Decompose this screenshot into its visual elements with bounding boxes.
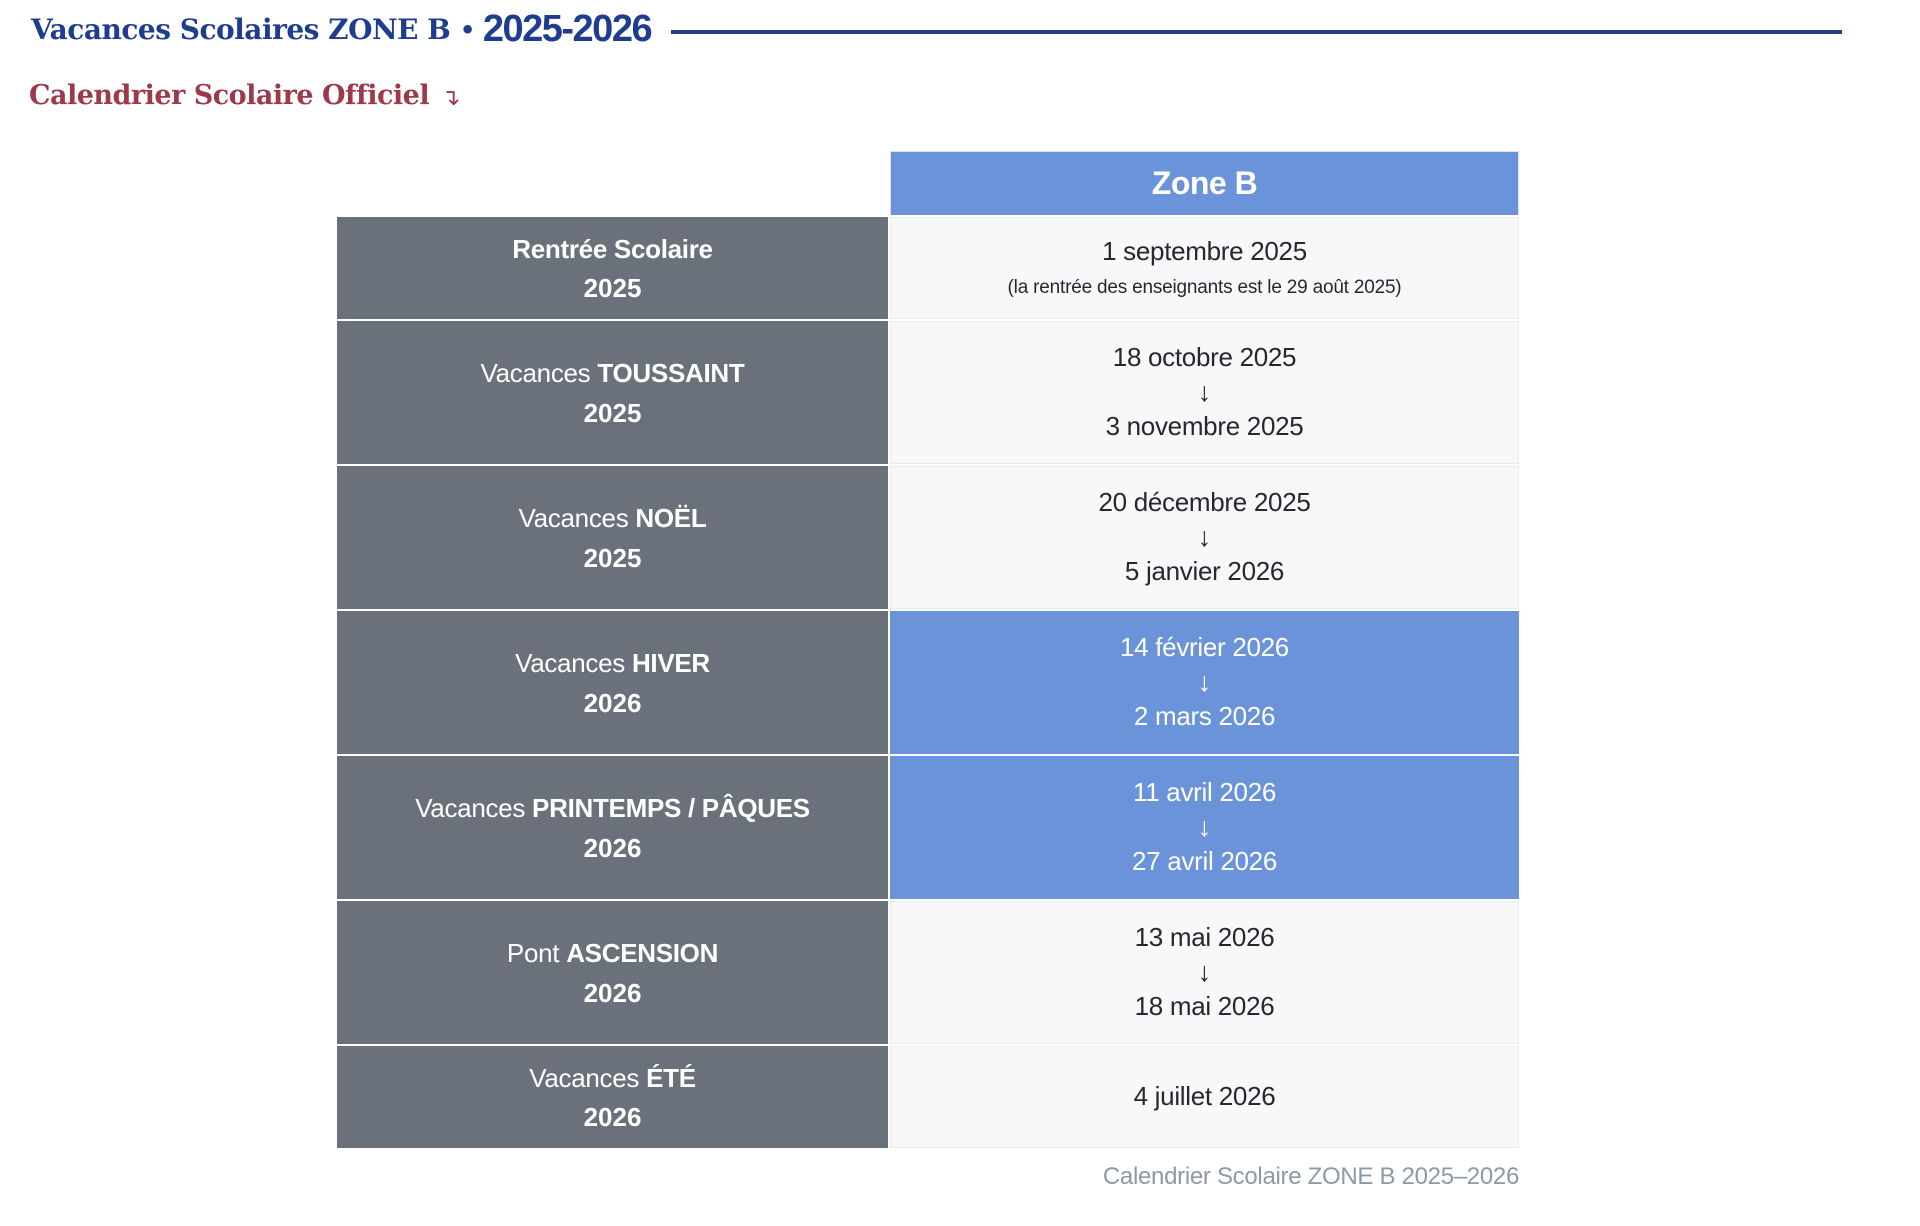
date-value: 18 octobre 2025: [1112, 342, 1297, 373]
row-label-prefix: Pont: [506, 938, 560, 969]
down-arrow-icon: ↓: [1197, 377, 1212, 408]
row-label-prefix: Vacances: [529, 1062, 640, 1093]
row-label-cell: Pont ASCENSION 2026: [337, 901, 888, 1044]
row-label-line: Pont ASCENSION: [507, 939, 718, 968]
page-title: Vacances Scolaires ZONE B: [31, 13, 451, 46]
table-row: Rentrée Scolaire 2025 1 septembre 2025 (la …: [337, 217, 1519, 319]
row-label-name: NOËL: [635, 503, 707, 534]
row-label-prefix: Vacances: [415, 793, 526, 824]
date-value: 13 mai 2026: [1134, 922, 1275, 953]
row-label-line: Vacances PRINTEMPS / PÂQUES: [415, 794, 810, 823]
row-label-cell: Rentrée Scolaire 2025: [337, 217, 888, 319]
table-row: Vacances TOUSSAINT 2025 18 octobre 2025 ↓ 3 n…: [337, 321, 1519, 464]
row-label-line: Vacances NOËL: [519, 504, 707, 533]
row-label-year: 2026: [583, 832, 642, 863]
page-header: Vacances Scolaires ZONE B • 2025-2026: [31, 8, 1842, 51]
date-value: 27 avril 2026: [1132, 845, 1277, 876]
row-label-year: 2025: [583, 273, 642, 304]
row-label-year: 2025: [583, 397, 642, 428]
table-row: Vacances PRINTEMPS / PÂQUES 2026 11 avril 2…: [337, 756, 1519, 899]
row-label-year: 2026: [583, 977, 642, 1008]
date-value: 5 janvier 2026: [1124, 555, 1285, 586]
row-dates-cell: 4 juillet 2026: [890, 1046, 1519, 1148]
official-calendar-link[interactable]: Calendrier Scolaire Officiel ↴: [29, 80, 460, 111]
title-bullet-separator: •: [462, 12, 473, 46]
table-caption: Calendrier Scolaire ZONE B 2025–2026: [1102, 1163, 1519, 1190]
row-label-cell: Vacances NOËL 2025: [337, 466, 888, 609]
date-note: (la rentrée des enseignants est le 29 ao…: [1007, 276, 1402, 298]
table-header-row: Zone B: [337, 151, 1519, 215]
date-value: 1 septembre 2025: [1102, 236, 1307, 267]
row-label-cell: Vacances PRINTEMPS / PÂQUES 2026: [337, 756, 888, 899]
row-label-prefix: Vacances: [515, 648, 625, 679]
row-label-name: ÉTÉ: [646, 1062, 696, 1093]
down-arrow-icon: ↓: [1197, 957, 1212, 988]
table-row: Vacances HIVER 2026 14 février 2026 ↓ 2 mars …: [337, 611, 1519, 754]
date-value: 4 juillet 2026: [1133, 1081, 1276, 1112]
row-label-line: Vacances TOUSSAINT: [481, 359, 745, 388]
page-title-years: 2025-2026: [482, 8, 653, 50]
calendar-table: Zone B Rentrée Scolaire 2025 1 septembre 2…: [337, 151, 1519, 1148]
row-label-line: Vacances ÉTÉ: [529, 1062, 696, 1093]
row-dates-cell: 20 décembre 2025 ↓ 5 janvier 2026: [890, 466, 1519, 609]
row-label-prefix: Vacances: [480, 358, 591, 389]
row-label-line: Vacances HIVER: [515, 649, 710, 678]
row-label-name: ASCENSION: [566, 938, 719, 969]
title-rule-divider: [671, 29, 1842, 34]
official-calendar-link-label: Calendrier Scolaire Officiel: [29, 80, 430, 111]
row-label-name: PRINTEMPS / PÂQUES: [532, 793, 810, 824]
down-arrow-icon: ↓: [1197, 667, 1212, 698]
row-dates-cell: 13 mai 2026 ↓ 18 mai 2026: [890, 901, 1519, 1044]
row-label-year: 2026: [583, 1102, 642, 1133]
date-value: 14 février 2026: [1120, 632, 1289, 663]
date-value: 2 mars 2026: [1133, 700, 1276, 731]
row-label-name: Rentrée Scolaire: [512, 233, 713, 264]
table-row: Pont ASCENSION 2026 13 mai 2026 ↓ 18 mai 2026: [337, 901, 1519, 1044]
row-dates-cell: 18 octobre 2025 ↓ 3 novembre 2025: [890, 321, 1519, 464]
row-label-name: HIVER: [631, 648, 710, 679]
date-value: 18 mai 2026: [1134, 990, 1275, 1021]
row-dates-cell: 14 février 2026 ↓ 2 mars 2026: [890, 611, 1519, 754]
table-row: Vacances ÉTÉ 2026 4 juillet 2026: [337, 1046, 1519, 1148]
row-label-cell: Vacances HIVER 2026: [337, 611, 888, 754]
row-label-cell: Vacances ÉTÉ 2026: [337, 1046, 888, 1148]
date-value: 11 avril 2026: [1132, 777, 1277, 808]
down-arrow-icon: ↓: [1197, 812, 1212, 843]
date-value: 3 novembre 2025: [1105, 410, 1304, 441]
row-label-line: Rentrée Scolaire: [512, 233, 713, 264]
down-arrow-icon: ↓: [1197, 522, 1212, 553]
row-dates-cell: 11 avril 2026 ↓ 27 avril 2026: [890, 756, 1519, 899]
row-label-prefix: Vacances: [518, 503, 629, 534]
calendar-section: Zone B Rentrée Scolaire 2025 1 septembre 2…: [337, 151, 1519, 1191]
row-label-name: TOUSSAINT: [597, 358, 745, 389]
table-row: Vacances NOËL 2025 20 décembre 2025 ↓ 5 janvi…: [337, 466, 1519, 609]
header-spacer: [337, 151, 888, 215]
row-dates-cell: 1 septembre 2025 (la rentrée des enseigna…: [890, 217, 1519, 319]
row-label-year: 2025: [583, 542, 642, 573]
date-value: 20 décembre 2025: [1098, 487, 1311, 518]
row-label-cell: Vacances TOUSSAINT 2025: [337, 321, 888, 464]
zone-column-header: Zone B: [890, 151, 1519, 215]
corner-down-arrow-icon: ↴: [441, 85, 460, 111]
row-label-year: 2026: [583, 687, 642, 718]
